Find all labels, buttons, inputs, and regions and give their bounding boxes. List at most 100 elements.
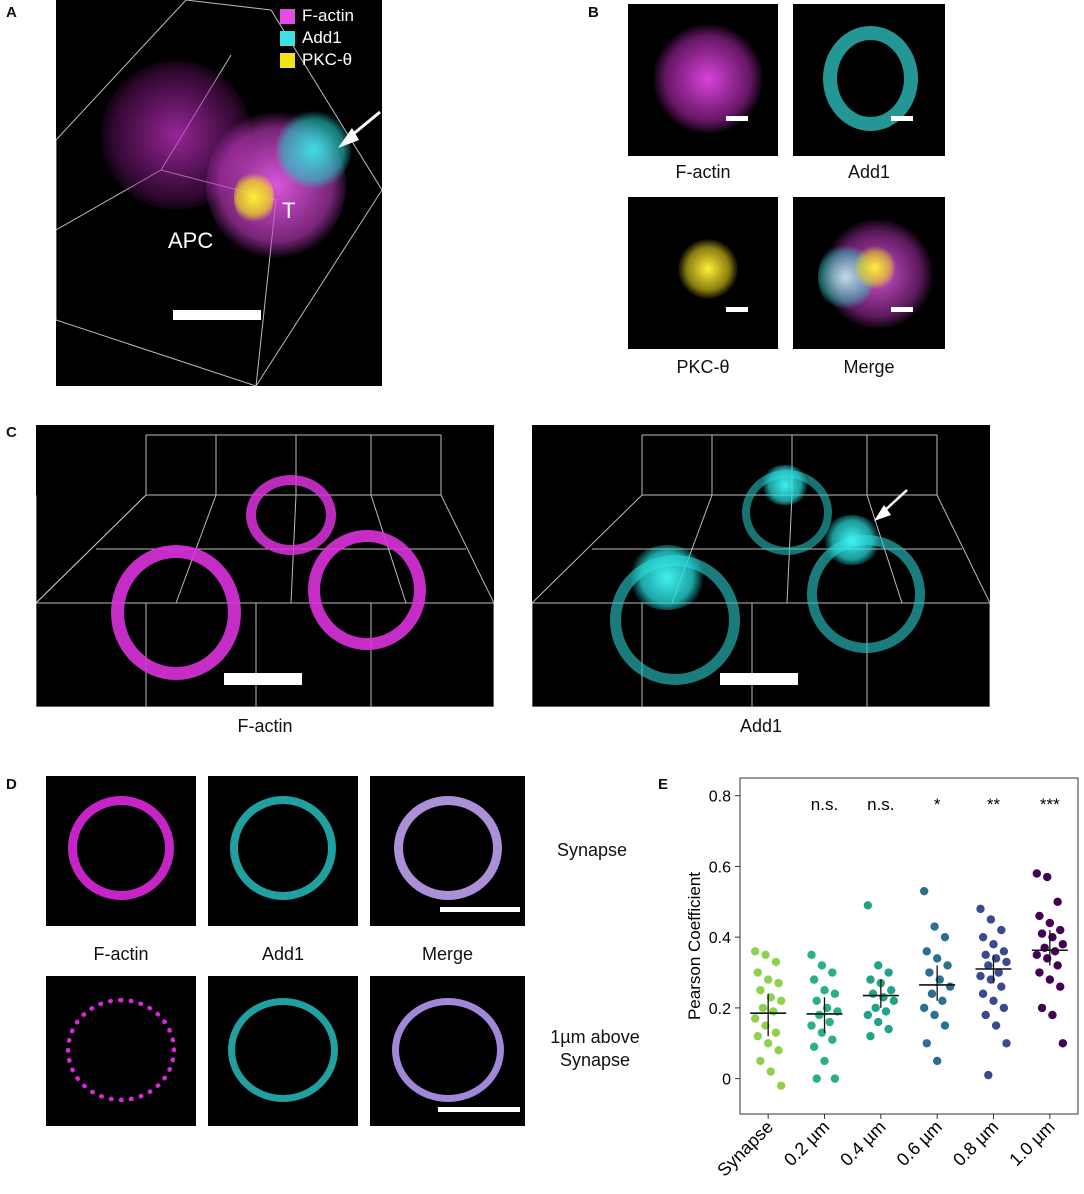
panel-d-merge-above [370,976,525,1126]
data-point [830,989,840,998]
panel-b-factin [628,4,778,156]
pkc-swatch [280,52,295,68]
data-point [1002,957,1011,967]
significance-label: n.s. [811,795,838,814]
add1-cap-2 [822,515,882,565]
arrow-icon [338,110,381,148]
data-point [753,968,762,977]
data-point [1048,1010,1057,1020]
data-point [750,1014,760,1023]
data-point [756,1056,765,1066]
x-tick-label: 1.0 µm [1005,1117,1058,1170]
x-tick-label: 0.6 µm [893,1117,946,1170]
add1-cap-3 [627,545,707,610]
y-tick-label: 0.6 [709,859,731,876]
data-point [1032,869,1042,878]
row-label-above-1: 1µm above [550,1027,640,1047]
data-point [922,1039,931,1048]
legend-label: Add1 [302,28,342,47]
data-point [997,925,1006,935]
legend-item-pkc: PKC-θ [280,50,352,70]
scale-bar [440,907,520,912]
data-point [828,1035,837,1044]
data-point [981,950,990,960]
data-point [756,986,765,995]
data-point [866,975,875,984]
data-point [761,950,770,960]
caption-d-merge: Merge [421,944,474,964]
data-point [1056,982,1065,991]
data-point [986,915,996,924]
panel-letter-d: D [6,776,17,793]
y-tick-label: 0.2 [709,1001,731,1018]
data-point [1045,975,1055,984]
legend-item-factin: F-actin [280,6,354,26]
data-point [1032,950,1042,960]
data-point [868,989,878,998]
factin-ring [66,998,176,1102]
data-point [940,932,950,942]
data-point [825,1017,834,1027]
grid-box-lines [36,434,494,707]
data-point [1053,897,1062,906]
data-point [919,886,929,896]
factin-cell [653,24,763,134]
scale-bar [438,1107,520,1112]
data-point [1050,947,1060,956]
scale-bar [891,116,913,121]
significance-label: n.s. [867,795,894,814]
x-tick-label: 0.8 µm [949,1117,1002,1170]
data-point [815,1010,824,1020]
data-point [776,1081,786,1090]
scale-bar [726,307,748,312]
data-point [820,1056,829,1066]
data-point [874,961,883,970]
data-point [812,996,821,1006]
scale-bar [720,673,798,685]
panel-c-factin [36,425,494,707]
panel-a-image: F-actin Add1 PKC-θ T APC [56,0,382,386]
data-point [871,1003,880,1013]
factin-cell-3 [111,545,241,680]
factin-cell-2 [308,530,426,650]
factin-swatch [280,8,295,24]
data-point [997,982,1006,991]
data-point [820,986,829,995]
scale-bar [224,673,302,685]
caption-b-add1: Add1 [847,162,891,182]
data-point [999,1003,1009,1013]
data-point [884,1024,893,1034]
data-point [1045,918,1055,928]
data-point [766,1067,775,1076]
data-point [976,971,985,981]
panel-b-add1 [793,4,945,156]
data-point [866,1031,875,1041]
x-tick-label: 0.4 µm [836,1117,889,1170]
data-point [809,975,819,984]
panel-d-add1-above [208,976,358,1126]
caption-c-factin: F-actin [237,716,293,736]
caption-b-merge: Merge [843,357,895,377]
data-point [930,1010,939,1020]
caption-c-add1: Add1 [739,716,783,736]
data-point [889,996,899,1006]
pkc-cell [678,239,738,299]
panel-letter-c: C [6,424,17,441]
data-point [809,1042,819,1051]
y-axis-label: Pearson Coefficient [685,872,704,1020]
y-tick-label: 0 [722,1072,731,1089]
data-point [1035,911,1044,921]
panel-letter-a: A [6,4,17,21]
y-tick-label: 0.8 [709,789,731,806]
data-point [1002,1039,1011,1048]
y-tick-label: 0.4 [709,930,731,947]
data-point [978,989,988,998]
data-point [763,975,773,984]
panel-letter-e: E [658,776,669,793]
panel-b-pkc [628,197,778,349]
data-point [925,968,934,977]
panel-d-merge-synapse [370,776,525,926]
data-point [932,954,942,963]
label-t: T [282,198,296,223]
data-point [881,1007,891,1016]
